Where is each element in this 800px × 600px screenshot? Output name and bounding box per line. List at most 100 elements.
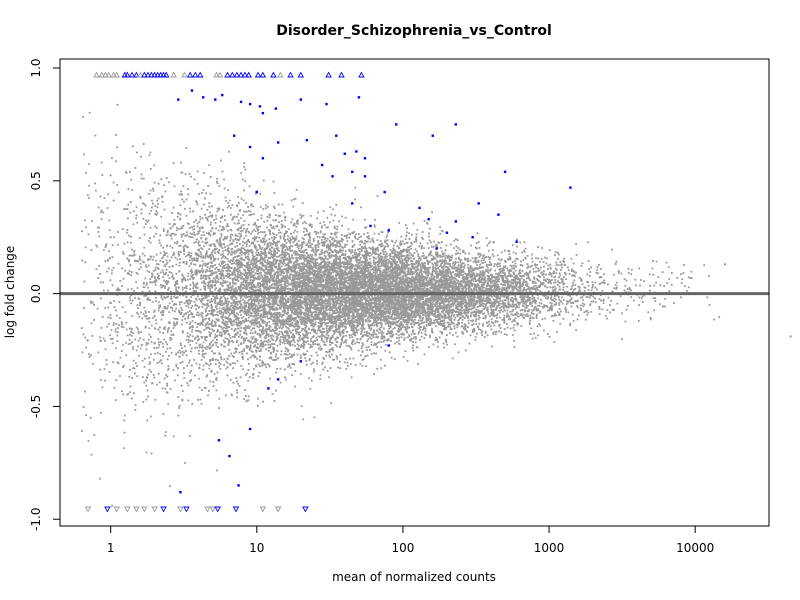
nonsig-point <box>629 288 631 291</box>
nonsig-point <box>507 306 510 309</box>
nonsig-point <box>305 324 308 327</box>
nonsig-point <box>464 278 467 280</box>
nonsig-point <box>370 273 373 275</box>
nonsig-point <box>267 266 270 268</box>
nonsig-point <box>417 255 420 257</box>
nonsig-point <box>132 346 134 348</box>
nonsig-point <box>214 268 217 270</box>
nonsig-point <box>439 265 441 268</box>
nonsig-point <box>460 259 463 261</box>
nonsig-point <box>458 309 461 312</box>
nonsig-point <box>151 199 153 202</box>
nonsig-point <box>323 344 326 346</box>
nonsig-point <box>356 277 359 279</box>
nonsig-point <box>440 295 443 298</box>
nonsig-point <box>95 268 98 270</box>
nonsig-point <box>327 334 330 337</box>
nonsig-point <box>218 263 221 266</box>
nonsig-point <box>130 330 132 333</box>
nonsig-point <box>296 315 299 318</box>
nonsig-point <box>276 244 278 247</box>
nonsig-point <box>225 305 228 308</box>
nonsig-point <box>312 340 315 343</box>
nonsig-point <box>269 377 272 380</box>
nonsig-point <box>247 399 250 402</box>
nonsig-point <box>404 278 407 280</box>
nonsig-point <box>420 294 423 297</box>
nonsig-point <box>195 257 198 260</box>
nonsig-point <box>266 297 268 300</box>
nonsig-point <box>388 278 391 281</box>
nonsig-point <box>128 254 131 257</box>
nonsig-point <box>406 323 409 326</box>
nonsig-point <box>405 241 408 244</box>
nonsig-point <box>324 304 327 307</box>
nonsig-point <box>138 257 141 260</box>
nonsig-point <box>208 248 211 250</box>
nonsig-point <box>273 207 276 210</box>
nonsig-point <box>186 234 188 236</box>
nonsig-point <box>173 317 175 320</box>
nonsig-point <box>122 393 124 396</box>
nonsig-point <box>130 178 133 181</box>
nonsig-point <box>271 286 274 289</box>
nonsig-point <box>417 268 420 271</box>
nonsig-point <box>208 255 210 258</box>
nonsig-point <box>315 267 318 270</box>
nonsig-point <box>322 357 325 359</box>
nonsig-point <box>242 178 244 181</box>
nonsig-point <box>393 269 395 272</box>
nonsig-point <box>374 265 377 267</box>
nonsig-point <box>149 361 151 364</box>
nonsig-point <box>277 231 280 234</box>
nonsig-point <box>109 257 111 259</box>
nonsig-point <box>242 311 245 313</box>
nonsig-point <box>547 280 550 283</box>
nonsig-point <box>164 252 167 255</box>
nonsig-point <box>394 309 397 311</box>
nonsig-point <box>529 319 531 322</box>
nonsig-point <box>492 332 495 334</box>
nonsig-point <box>222 339 225 342</box>
nonsig-point <box>366 340 369 342</box>
nonsig-point <box>375 282 377 285</box>
nonsig-point <box>394 290 397 292</box>
nonsig-point <box>237 313 240 316</box>
nonsig-point <box>130 241 132 244</box>
nonsig-point <box>214 264 217 266</box>
nonsig-point <box>272 259 275 261</box>
nonsig-point <box>414 321 416 324</box>
nonsig-point <box>208 334 211 337</box>
nonsig-point <box>282 310 284 313</box>
nonsig-point <box>330 262 333 265</box>
nonsig-point <box>398 326 401 329</box>
nonsig-point <box>201 302 204 305</box>
nonsig-point <box>492 298 495 301</box>
nonsig-point <box>366 306 368 309</box>
nonsig-point <box>236 348 238 350</box>
nonsig-point <box>347 301 350 304</box>
nonsig-point <box>233 308 236 311</box>
nonsig-point <box>239 310 242 312</box>
nonsig-point <box>397 310 400 313</box>
nonsig-point <box>253 239 256 242</box>
nonsig-point <box>421 262 423 264</box>
nonsig-point <box>324 344 327 346</box>
nonsig-point <box>194 263 197 266</box>
nonsig-point <box>231 304 233 307</box>
nonsig-point <box>180 307 183 309</box>
nonsig-point <box>373 280 375 283</box>
nonsig-point <box>370 309 373 312</box>
nonsig-point <box>344 246 346 248</box>
nonsig-point <box>664 297 667 300</box>
nonsig-point <box>489 240 491 243</box>
nonsig-point <box>338 331 341 334</box>
nonsig-point <box>298 278 301 280</box>
nonsig-point <box>187 306 190 309</box>
nonsig-point <box>413 313 416 315</box>
nonsig-point <box>515 252 517 255</box>
nonsig-point <box>471 257 474 260</box>
nonsig-point <box>308 288 311 291</box>
nonsig-point <box>148 311 150 313</box>
nonsig-point <box>297 344 300 347</box>
